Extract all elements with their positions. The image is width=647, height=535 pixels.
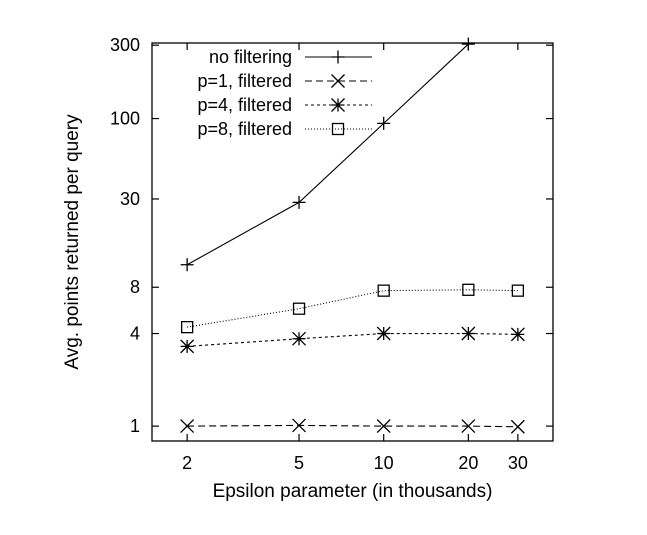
x-tick-label: 30 [508,453,528,473]
y-tick-label: 300 [110,35,140,55]
data-point [378,285,389,296]
series-3 [181,327,525,353]
legend-item: p=1, filtered [197,71,372,91]
series-4 [182,284,524,332]
legend-item: no filtering [209,47,372,67]
y-tick-label: 100 [110,109,140,129]
legend-label: p=1, filtered [197,71,292,91]
y-tick-label: 8 [130,277,140,297]
series-2 [181,419,525,433]
legend-label: p=4, filtered [197,95,292,115]
x-axis-title: Epsilon parameter (in thousands) [213,481,493,502]
data-point [511,420,524,433]
y-tick-label: 1 [130,416,140,436]
x-tick-label: 5 [294,453,304,473]
y-tick-label: 4 [130,324,140,344]
x-tick-label: 2 [182,453,192,473]
data-point [377,327,390,340]
data-point [511,328,524,341]
y-tick-label: 30 [120,189,140,209]
data-point [181,340,194,353]
x-tick-label: 10 [374,453,394,473]
legend-item: p=8, filtered [197,119,372,139]
x-tick-label: 20 [458,453,478,473]
data-point [462,327,475,340]
legend-label: p=8, filtered [197,119,292,139]
legend-item: p=4, filtered [197,95,372,115]
legend-marker [332,51,345,64]
data-point [181,258,194,271]
data-point [293,332,306,345]
data-point [294,303,305,314]
legend-marker [332,99,345,112]
y-axis-title: Avg. points returned per query [62,114,83,370]
legend-label: no filtering [209,47,292,67]
